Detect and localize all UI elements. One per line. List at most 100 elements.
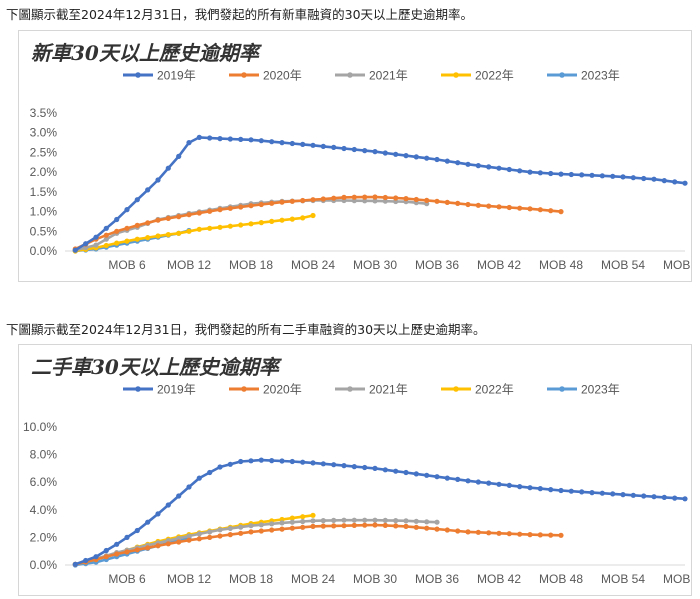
new-car-delinquency-chart: 新車30天以上歷史逾期率 2019年 2020年 2021年 2022年 2023年 0.… (18, 30, 693, 282)
data-point (300, 524, 306, 530)
data-point (124, 534, 130, 540)
data-point (279, 526, 285, 532)
data-point (362, 517, 368, 523)
data-point (465, 161, 471, 167)
legend-label: 2021年 (369, 383, 408, 397)
y-tick-label: 2.0% (30, 165, 58, 179)
data-point (155, 177, 161, 183)
data-point (455, 528, 461, 534)
data-point (475, 479, 481, 485)
data-point (465, 478, 471, 484)
data-point (134, 547, 140, 553)
data-point (351, 517, 357, 523)
data-point (403, 523, 409, 529)
data-point (465, 529, 471, 535)
data-point (320, 518, 326, 524)
data-point (506, 166, 512, 173)
data-point (537, 532, 543, 538)
x-tick-label: MOB 42 (477, 572, 521, 586)
data-point (258, 522, 264, 528)
data-point (248, 137, 254, 143)
new-car-chart-svg: 2019年 2020年 2021年 2022年 2023年 0.0% 0.5% 1.0% 1.5… (30, 69, 693, 273)
data-point (475, 529, 481, 535)
data-point (506, 204, 512, 211)
data-point (289, 458, 295, 465)
x-tick-label: MOB 18 (229, 258, 273, 272)
data-point (300, 197, 306, 204)
data-point (145, 187, 151, 193)
data-point (351, 464, 357, 470)
series-2019年 (72, 134, 688, 253)
data-point (248, 203, 254, 209)
data-point (145, 519, 151, 525)
legend-label: 2023年 (581, 69, 620, 83)
data-point (506, 482, 512, 488)
data-point (320, 461, 326, 467)
data-point (527, 532, 533, 538)
data-point (413, 196, 419, 203)
data-point (372, 465, 378, 471)
data-point (227, 461, 233, 467)
data-point (393, 468, 399, 474)
data-point (434, 519, 440, 525)
legend-entry-4: 2023年 (547, 383, 620, 397)
data-point (310, 212, 316, 219)
data-point (351, 146, 357, 153)
data-point (486, 530, 492, 536)
data-point (382, 194, 388, 201)
data-point (103, 242, 109, 249)
data-point (310, 142, 316, 148)
x-tick-label: MOB 12 (167, 572, 211, 586)
series-line (74, 458, 686, 566)
data-point (227, 532, 233, 538)
data-point (382, 198, 388, 204)
data-point (289, 140, 295, 147)
data-point (279, 140, 285, 146)
data-point (269, 458, 275, 464)
x-tick-label: MOB 18 (229, 572, 273, 586)
data-point (186, 228, 192, 234)
data-point (475, 202, 481, 208)
y-tick-label: 0.0% (30, 244, 58, 258)
data-point (434, 474, 440, 480)
data-point (103, 225, 109, 231)
legend-marker (241, 386, 247, 392)
x-tick-label: MOB 60 (663, 258, 693, 272)
data-point (537, 486, 543, 492)
data-point (238, 458, 244, 465)
data-point (165, 541, 171, 547)
data-point (424, 197, 430, 203)
data-point (444, 199, 450, 205)
data-point (434, 156, 440, 163)
legend-label: 2023年 (581, 383, 620, 397)
data-point (176, 539, 182, 545)
data-point (124, 207, 130, 213)
data-point (331, 523, 337, 529)
x-tick-label: MOB 30 (353, 572, 397, 586)
data-point (403, 469, 409, 476)
data-point (310, 197, 316, 203)
data-point (527, 485, 533, 491)
data-point (269, 218, 275, 224)
data-point (186, 537, 192, 543)
data-point (258, 528, 264, 534)
data-point (72, 561, 78, 567)
data-point (279, 520, 285, 526)
data-point (310, 512, 316, 518)
data-point (403, 153, 409, 159)
data-point (610, 173, 616, 179)
data-point (496, 530, 502, 536)
x-tick-label: MOB 30 (353, 258, 397, 272)
data-point (486, 203, 492, 209)
data-point (269, 527, 275, 533)
data-point (207, 534, 213, 540)
data-point (527, 206, 533, 212)
data-point (155, 543, 161, 549)
data-point (413, 518, 419, 524)
data-point (331, 462, 337, 468)
data-point (558, 171, 564, 177)
legend-marker (135, 386, 141, 392)
data-point (186, 484, 192, 490)
data-point (227, 525, 233, 531)
data-point (620, 174, 626, 180)
